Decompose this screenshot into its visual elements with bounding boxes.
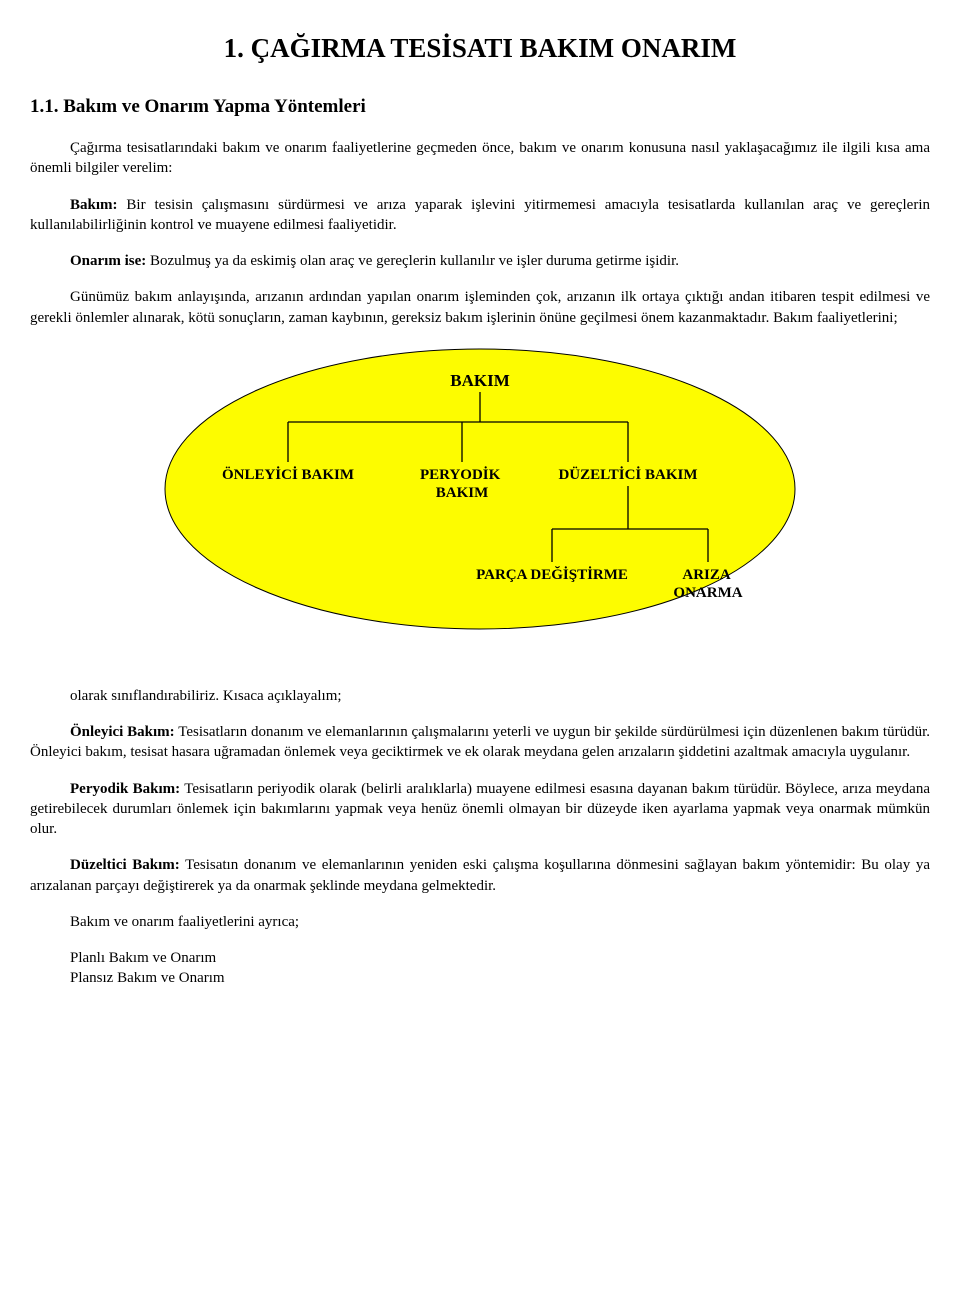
onarim-label: Onarım ise: bbox=[70, 253, 146, 269]
bakim-text: Bir tesisin çalışmasını sürdürmesi ve ar… bbox=[30, 197, 930, 233]
diagram-node-parca: PARÇA DEĞİŞTİRME bbox=[476, 566, 628, 583]
bakim-label: Bakım: bbox=[70, 197, 118, 213]
peryodik-label: Peryodik Bakım: bbox=[70, 781, 180, 797]
duzeltici-label: Düzeltici Bakım: bbox=[70, 857, 180, 873]
bakim-tree-diagram: BAKIM ÖNLEYİCİ BAKIM PERYODİK BAKIM DÜZE… bbox=[160, 344, 800, 634]
paragraph-additional: Bakım ve onarım faaliyetlerini ayrıca; bbox=[30, 912, 930, 932]
plan-list: Planlı Bakım ve Onarım Plansız Bakım ve … bbox=[70, 948, 930, 989]
paragraph-bakim-defn: Bakım: Bir tesisin çalışmasını sürdürmes… bbox=[30, 195, 930, 236]
onleyici-label: Önleyici Bakım: bbox=[70, 724, 175, 740]
paragraph-onarim-defn: Onarım ise: Bozulmuş ya da eskimiş olan … bbox=[30, 251, 930, 271]
paragraph-intro: Çağırma tesisatlarındaki bakım ve onarım… bbox=[30, 138, 930, 179]
diagram-root-label: BAKIM bbox=[450, 371, 510, 390]
paragraph-classify: olarak sınıflandırabiliriz. Kısaca açıkl… bbox=[70, 686, 930, 706]
diagram-node-duzeltici: DÜZELTİCİ BAKIM bbox=[558, 466, 697, 483]
list-item: Planlı Bakım ve Onarım bbox=[70, 948, 930, 968]
paragraph-duzeltici: Düzeltici Bakım: Tesisatın donanım ve el… bbox=[30, 855, 930, 896]
diagram-node-onleyici: ÖNLEYİCİ BAKIM bbox=[222, 466, 354, 483]
paragraph-onleyici: Önleyici Bakım: Tesisatların donanım ve … bbox=[30, 722, 930, 763]
list-item: Plansız Bakım ve Onarım bbox=[70, 968, 930, 988]
onarim-text: Bozulmuş ya da eskimiş olan araç ve gere… bbox=[146, 253, 679, 269]
paragraph-context: Günümüz bakım anlayışında, arızanın ardı… bbox=[30, 287, 930, 328]
page-title: 1. ÇAĞIRMA TESİSATI BAKIM ONARIM bbox=[30, 30, 930, 66]
section-heading: 1.1. Bakım ve Onarım Yapma Yöntemleri bbox=[30, 94, 930, 120]
paragraph-peryodik: Peryodik Bakım: Tesisatların periyodik o… bbox=[30, 779, 930, 840]
